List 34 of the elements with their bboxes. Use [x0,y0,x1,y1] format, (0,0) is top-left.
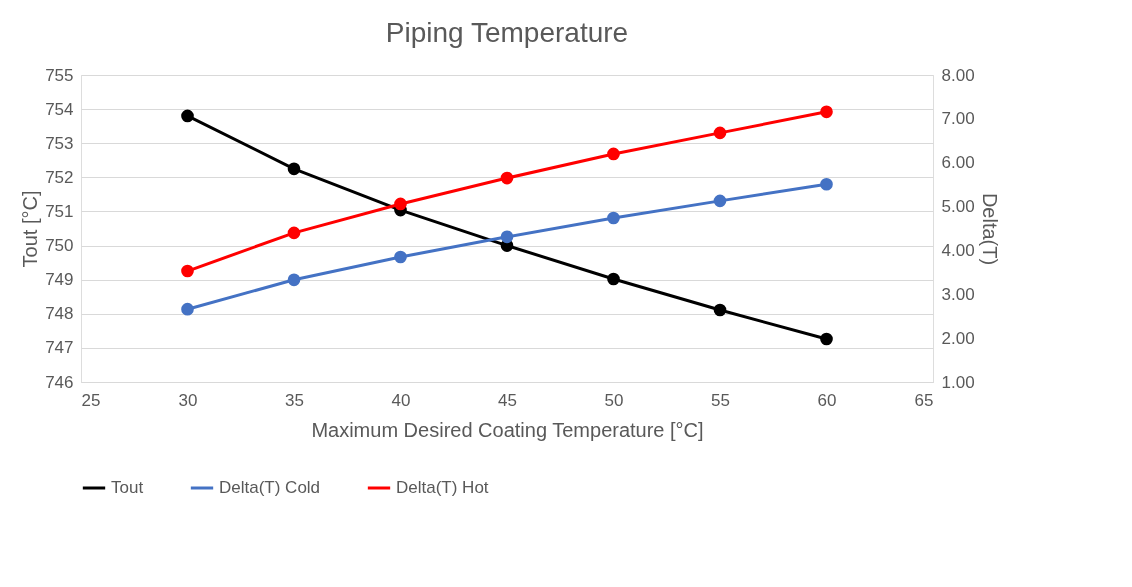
chart-title: Piping Temperature [385,17,629,48]
x-tick-label: 30 [178,390,198,410]
y-axis-title: Tout [°C] [19,190,42,268]
y2-tick-label: 7.00 [941,109,975,129]
y-tick-label: 751 [45,201,74,221]
x-tick-label: 50 [604,390,624,410]
y-tick-label: 755 [45,65,74,85]
legend-label: Delta(T) Cold [219,478,321,497]
y2-tick-label: 8.00 [941,65,975,85]
y-tick-label: 747 [45,338,74,358]
y2-tick-label: 1.00 [941,372,975,392]
y2-tick-label: 5.00 [941,197,975,217]
legend-label: Tout [111,478,144,497]
y2-tick-label: 3.00 [941,284,975,304]
y2-axis-title: Delta(T) [978,192,1001,266]
x-tick-label: 40 [391,390,411,410]
x-axis-title: Maximum Desired Coating Temperature [°C] [311,418,704,441]
x-tick-label: 35 [285,390,304,410]
legend-label: Delta(T) Hot [396,478,489,497]
y-tick-label: 754 [45,99,74,119]
x-tick-label: 65 [914,390,934,410]
y-tick-label: 753 [45,133,74,153]
y2-tick-label: 2.00 [941,328,975,348]
x-tick-label: 55 [711,390,730,410]
y-tick-label: 748 [45,304,74,324]
y-tick-label: 746 [45,372,74,392]
y2-tick-label: 4.00 [941,240,975,260]
x-tick-label: 60 [817,390,837,410]
x-tick-label: 45 [498,390,517,410]
x-tick-label: 25 [81,390,101,410]
y-tick-label: 750 [45,236,74,256]
y-tick-label: 749 [45,270,74,290]
y-tick-label: 752 [45,167,74,187]
y2-tick-label: 6.00 [941,153,975,173]
